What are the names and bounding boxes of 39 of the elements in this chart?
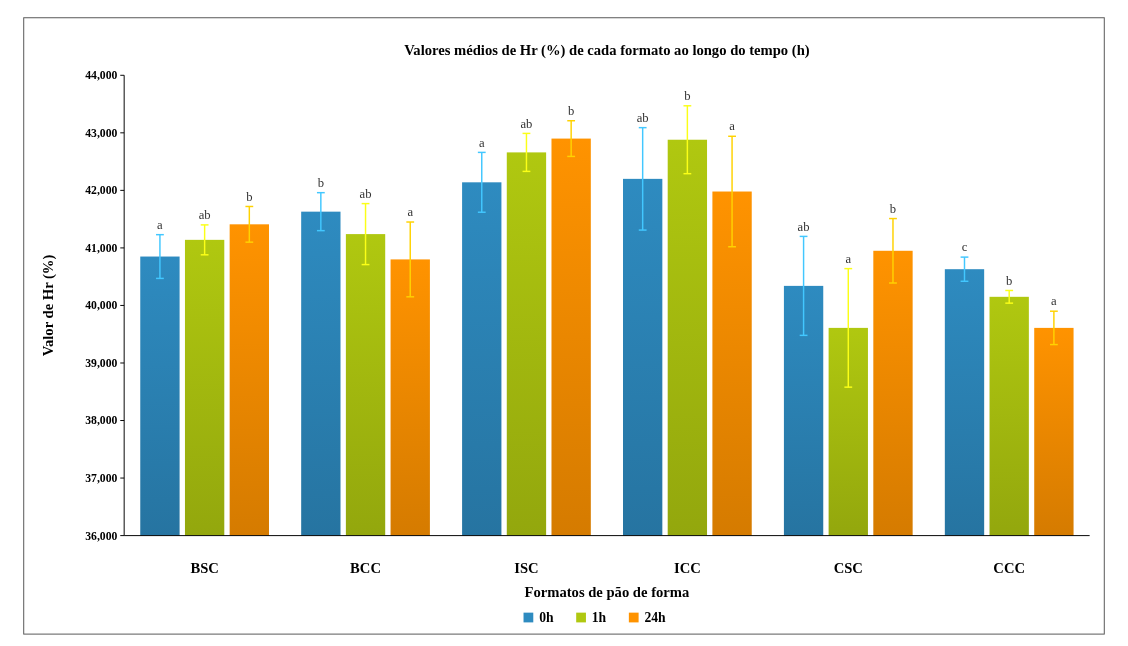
y-tick-label: 37,000 [85,471,118,485]
annotation: ab [359,186,372,201]
annotation: b [246,189,253,204]
y-axis-title: Valor de Hr (%) [39,254,57,357]
annotation: b [567,103,575,118]
y-tick-label: 38,000 [85,414,118,428]
y-tick-label: 42,000 [85,184,118,198]
annotation: b [889,201,897,216]
annotation: ab [636,110,649,125]
legend-label: 0h [539,610,554,626]
y-tick-label: 44,000 [85,69,118,83]
y-tick-label: 43,000 [85,126,118,140]
x-tick-label: BCC [350,559,381,576]
annotation: a [729,119,736,134]
annotation: c [961,240,968,255]
annotation: a [845,251,852,266]
annotation: a [157,217,164,232]
annotation: b [1006,273,1013,288]
x-axis-title: Formatos de pão de forma [524,584,690,601]
annotation: a [478,135,485,150]
y-tick-label: 39,000 [85,356,118,370]
x-tick-label: BSC [190,559,219,576]
annotation: a [407,205,414,220]
annotation: ab [520,116,533,131]
legend-label: 1h [591,610,607,626]
x-tick-label: ICC [673,559,701,576]
y-tick-label: 36,000 [85,529,118,543]
annotation: ab [198,208,211,223]
annotation: a [1051,294,1058,309]
x-tick-label: CCC [993,559,1026,576]
annotation: b [684,88,691,103]
x-tick-label: CSC [833,559,863,576]
legend-label: 24h [644,610,667,626]
y-tick-label: 40,000 [85,299,118,313]
annotation: ab [797,219,810,234]
annotation: b [317,175,325,190]
y-tick-label: 41,000 [85,241,118,255]
chart-title: Valores médios de Hr (%) de cada formato ao longo do tempo (h) [404,41,810,59]
x-tick-label: ISC [514,559,539,576]
